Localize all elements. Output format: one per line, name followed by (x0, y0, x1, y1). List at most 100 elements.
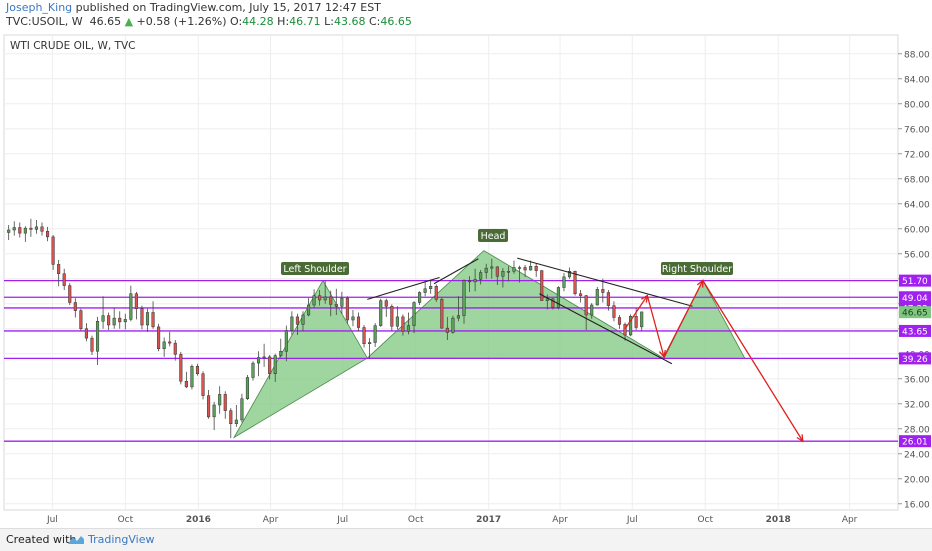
candle-body (356, 316, 361, 328)
high-value: 46.71 (289, 15, 321, 28)
candle-body (251, 362, 255, 378)
candle-body (501, 271, 505, 277)
candle-body (429, 286, 433, 289)
candle-body (273, 355, 277, 374)
x-tick-label: Apr (842, 515, 858, 525)
level-price-tag (899, 435, 931, 448)
x-tick-label: 2017 (476, 515, 501, 525)
trendline (539, 293, 673, 365)
trendline (367, 276, 440, 300)
last-price-tag-label: 46.65 (902, 309, 928, 319)
y-tick-label: 28.00 (904, 425, 930, 435)
x-tick-label: Jul (336, 515, 348, 525)
candle-body (57, 264, 61, 274)
candle-body (40, 226, 44, 232)
y-tick-label: 36.00 (904, 375, 930, 385)
candle-body (129, 293, 133, 320)
candle-body (590, 304, 594, 316)
candle-body (318, 295, 322, 301)
close-label: C: (369, 15, 381, 28)
x-tick-label: 2016 (186, 515, 211, 525)
candle-body (445, 327, 449, 333)
candle-body (390, 306, 394, 327)
open-value: 44.28 (242, 15, 274, 28)
candle-body (534, 266, 538, 271)
candle-body (606, 292, 610, 306)
trendline (433, 258, 479, 285)
y-tick-label: 60.00 (904, 225, 930, 235)
candle-body (334, 304, 338, 307)
candle-body (468, 280, 472, 283)
candle-body (351, 316, 355, 321)
candle-body (345, 297, 349, 321)
label-left-shoulder: Left Shoulder (283, 264, 346, 275)
candle-body (495, 266, 499, 277)
candle-body (112, 317, 116, 326)
footer-bar: Created with TradingView (0, 528, 932, 551)
label-right-shoulder: Right Shoulder (662, 264, 732, 275)
candle-body (418, 292, 422, 303)
candle-body (512, 267, 516, 272)
candle-body (190, 366, 194, 388)
level-price-tag (899, 352, 931, 365)
candle-body (101, 315, 105, 322)
candle-body (517, 267, 522, 269)
candle-body (529, 266, 533, 271)
candle-body (562, 276, 566, 288)
chart-header: Joseph_King published on TradingView.com… (6, 1, 926, 31)
candle-body (373, 325, 377, 343)
x-tick-label: Oct (408, 515, 424, 525)
arrowhead (696, 279, 704, 288)
candle-body (295, 316, 299, 325)
arrowhead (658, 349, 666, 359)
candle-body (234, 419, 238, 424)
y-tick-label: 20.00 (904, 475, 930, 485)
candle-body (506, 271, 510, 273)
candle-body (201, 373, 205, 396)
author-link[interactable]: Joseph_King (6, 1, 73, 14)
trendline (517, 257, 693, 307)
candle-body (523, 267, 527, 271)
candle-body (617, 317, 622, 325)
candle-body (479, 272, 483, 280)
tradingview-logo-icon (68, 536, 84, 544)
annotation-head: Head (478, 229, 508, 242)
candle-body (601, 289, 605, 293)
candle-body (484, 267, 488, 273)
y-tick-label: 68.00 (904, 175, 930, 185)
candle-body (118, 317, 122, 323)
candle-body (79, 310, 83, 329)
candle-body (179, 354, 183, 382)
projection-path (624, 295, 648, 330)
candle-body (268, 356, 272, 374)
candle-body (401, 316, 405, 332)
ohlc-line: TVC:USOIL, W 46.65 ▲ +0.58 (+1.26%) O:44… (6, 15, 926, 29)
trend-drawings (367, 257, 804, 443)
candle-body (262, 356, 266, 359)
candle-body (579, 293, 583, 296)
projection-path (646, 279, 804, 442)
candle-body (195, 366, 200, 374)
annotation-left-shoulder: Left Shoulder (281, 262, 349, 275)
candle-body (612, 305, 616, 318)
candle-body (173, 342, 177, 355)
symbol-label: TVC:USOIL, W (6, 15, 83, 28)
last-price: 46.65 (89, 15, 122, 28)
candle-body (423, 288, 427, 293)
close-value: 46.65 (380, 15, 412, 28)
y-tick-label: 80.00 (904, 100, 930, 110)
candle-body (406, 325, 411, 332)
plot-area (3, 34, 899, 511)
y-tick-label: 76.00 (904, 125, 930, 135)
candle-body (412, 302, 416, 326)
low-label: L: (324, 15, 334, 28)
y-tick-label: 88.00 (904, 50, 930, 60)
tradingview-link[interactable]: TradingView (88, 533, 155, 546)
y-tick-label: 72.00 (904, 150, 930, 160)
candle-body (434, 286, 438, 300)
candle-body (284, 330, 288, 352)
x-tick-label: Jul (46, 515, 58, 525)
price-chart[interactable]: 16.0020.0024.0028.0032.0036.0040.0044.00… (0, 0, 932, 528)
arrowhead (796, 434, 804, 443)
candle-body (145, 312, 150, 326)
